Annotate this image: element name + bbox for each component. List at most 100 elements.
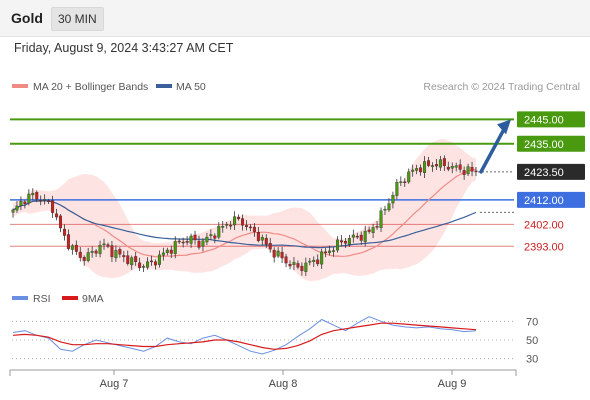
candle-body — [185, 241, 189, 243]
candle — [189, 233, 193, 248]
candle — [470, 161, 474, 177]
candle-body — [70, 245, 74, 250]
candle-body — [205, 236, 209, 243]
candle — [248, 224, 252, 232]
candle — [118, 247, 122, 258]
candle-body — [142, 266, 146, 268]
candle — [185, 236, 189, 246]
ma20-legend-label: MA 20 + Bollinger Bands — [33, 81, 148, 93]
candle — [70, 244, 74, 255]
candle — [47, 198, 51, 204]
candle — [193, 230, 197, 245]
x-tick-label: Aug 9 — [438, 378, 467, 390]
candle — [256, 226, 260, 243]
candle — [324, 248, 328, 258]
candle-body — [193, 234, 197, 241]
candle — [39, 195, 43, 206]
price-label-box-2 — [517, 163, 585, 180]
candle-body — [39, 200, 43, 202]
candle — [150, 255, 154, 266]
candle-body — [347, 238, 351, 245]
candle — [27, 189, 31, 206]
candle-body — [355, 235, 359, 238]
candle-body — [130, 257, 134, 266]
candle-body — [300, 265, 304, 272]
candle — [434, 158, 438, 170]
candle-body — [78, 251, 82, 258]
price-label-0: 2445.00 — [524, 114, 564, 126]
candle — [312, 256, 316, 268]
candle-body — [419, 167, 423, 173]
price-label-box-3 — [517, 191, 585, 208]
candle-body — [272, 249, 276, 258]
candle-body — [474, 170, 478, 173]
candle-body — [276, 250, 280, 257]
candle — [292, 256, 296, 271]
candle — [110, 241, 114, 262]
candle-body — [221, 226, 225, 228]
candle-body — [66, 234, 70, 249]
candle — [296, 260, 300, 270]
header-bar: Gold 30 MIN — [0, 0, 590, 37]
candle-body — [27, 193, 31, 204]
candle — [276, 247, 280, 258]
candle-body — [181, 241, 185, 244]
candle-body — [102, 243, 106, 246]
candle-body — [110, 245, 114, 258]
candle — [308, 258, 312, 266]
rsi-legend-label: RSI — [33, 293, 51, 305]
candle-body — [217, 226, 221, 238]
candle-body — [308, 260, 312, 263]
candle-body — [150, 260, 154, 263]
candle — [284, 253, 288, 268]
candle — [233, 211, 237, 231]
candle-body — [328, 250, 332, 253]
timeframe-badge[interactable]: 30 MIN — [51, 7, 104, 31]
candle-body — [280, 251, 284, 259]
candle — [225, 221, 229, 229]
candle — [205, 232, 209, 246]
x-tick-label: Aug 8 — [269, 378, 298, 390]
candle-body — [134, 256, 138, 262]
candle-body — [411, 169, 415, 172]
candle-body — [74, 244, 78, 252]
candle — [268, 237, 272, 253]
candle — [35, 190, 39, 203]
candle-body — [407, 171, 411, 183]
bollinger-band — [13, 139, 476, 282]
candle-body — [438, 159, 442, 168]
candle — [454, 162, 458, 172]
rsi-line — [12, 316, 477, 355]
candle-body — [367, 229, 371, 232]
candle — [165, 247, 169, 256]
candle — [51, 195, 55, 218]
candle-body — [197, 240, 201, 248]
candle-body — [264, 237, 268, 245]
candle-body — [462, 170, 466, 175]
candle-body — [335, 239, 339, 251]
candle — [142, 264, 146, 272]
candle — [23, 200, 27, 209]
price-label-4: 2402.00 — [524, 219, 564, 231]
candle — [221, 221, 225, 233]
candle-body — [82, 257, 86, 261]
candle-body — [363, 230, 367, 242]
candle — [19, 196, 23, 211]
candle-body — [296, 263, 300, 268]
candle-body — [201, 240, 205, 247]
candle — [438, 155, 442, 171]
rsi-9ma-line — [12, 322, 477, 350]
candle-body — [427, 160, 431, 166]
candle-body — [229, 224, 233, 227]
candle-body — [260, 237, 264, 241]
candle — [209, 229, 213, 241]
candle — [332, 247, 336, 257]
candle-body — [359, 234, 363, 241]
forecast-arrow-head — [497, 119, 511, 135]
candle — [244, 220, 248, 231]
candle-body — [470, 167, 474, 172]
candle — [31, 188, 35, 201]
candle — [252, 223, 256, 237]
candle — [66, 229, 70, 251]
